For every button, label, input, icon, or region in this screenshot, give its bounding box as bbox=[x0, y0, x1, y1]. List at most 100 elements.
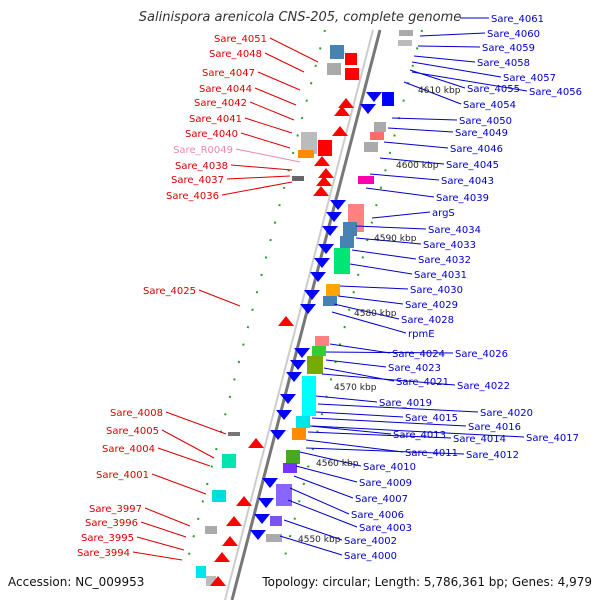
label-connector bbox=[315, 395, 378, 403]
label-connector bbox=[369, 173, 440, 181]
label-connector bbox=[226, 175, 291, 180]
label-connector bbox=[337, 295, 404, 305]
label-connector bbox=[355, 237, 422, 245]
label-connector bbox=[411, 61, 502, 78]
reverse-gene-arrow bbox=[313, 186, 329, 196]
label-connector bbox=[339, 285, 409, 290]
gene-label-forward: Sare_4056 bbox=[529, 87, 582, 98]
gene-label-forward: Sare_4031 bbox=[414, 270, 467, 281]
gene-label-forward: Sare_4026 bbox=[455, 349, 508, 360]
gene-block bbox=[318, 140, 332, 156]
scale-label: 4610 kbp bbox=[418, 86, 461, 96]
gene-block bbox=[307, 356, 323, 374]
label-connector bbox=[355, 225, 427, 230]
label-connector bbox=[257, 71, 301, 91]
gene-block bbox=[296, 416, 310, 428]
forward-gene-arrow bbox=[258, 498, 274, 508]
gene-label-forward: Sare_4057 bbox=[503, 73, 556, 84]
scale-label: 4580 kbp bbox=[354, 309, 397, 319]
label-connector bbox=[165, 411, 227, 435]
forward-gene-arrow bbox=[322, 226, 338, 236]
label-connector bbox=[287, 499, 358, 528]
scale-label: 4590 kbp bbox=[374, 234, 417, 244]
scale-label: 4570 kbp bbox=[334, 383, 377, 393]
label-connector bbox=[325, 351, 454, 354]
forward-gene-arrow bbox=[326, 212, 342, 222]
gene-label-reverse: Sare_4025 bbox=[143, 286, 196, 297]
gene-block bbox=[292, 428, 306, 440]
reverse-gene-arrow bbox=[214, 552, 230, 562]
label-connector bbox=[293, 475, 354, 499]
gene-label-reverse: Sare_4048 bbox=[209, 49, 262, 60]
gene-block bbox=[292, 176, 304, 181]
genome-summary: Topology: circular; Length: 5,786,361 bp… bbox=[262, 575, 592, 589]
gene-label-forward: Sare_4022 bbox=[457, 381, 510, 392]
gene-label-forward: Sare_4055 bbox=[467, 84, 520, 95]
gene-label-forward: Sare_4058 bbox=[477, 58, 530, 69]
gene-label-forward: Sare_4015 bbox=[405, 413, 458, 424]
gene-block bbox=[358, 176, 374, 184]
label-connector bbox=[413, 55, 476, 63]
forward-gene-arrow bbox=[304, 290, 320, 300]
gene-block bbox=[340, 236, 354, 248]
gene-block bbox=[326, 284, 340, 296]
gene-label-forward: Sare_4024 bbox=[392, 349, 445, 360]
gene-label-forward: Sare_4049 bbox=[455, 128, 508, 139]
forward-gene-arrow bbox=[276, 410, 292, 420]
gene-label-reverse: Sare_4005 bbox=[106, 426, 159, 437]
label-connector bbox=[419, 32, 486, 37]
label-connector bbox=[403, 81, 462, 105]
gene-label-forward: Sare_4011 bbox=[405, 448, 458, 459]
gene-label-reverse: Sare_4051 bbox=[214, 34, 267, 45]
gene-block bbox=[398, 40, 412, 46]
label-connector bbox=[161, 429, 215, 459]
label-connector bbox=[309, 425, 392, 435]
label-connector bbox=[221, 181, 293, 196]
gene-block bbox=[327, 63, 341, 75]
label-connector bbox=[311, 417, 467, 427]
gene-block bbox=[334, 248, 350, 274]
gene-label-reverse: Sare_3997 bbox=[89, 504, 142, 515]
forward-gene-arrow bbox=[314, 258, 330, 268]
gene-block bbox=[298, 150, 314, 158]
label-connector bbox=[235, 148, 301, 163]
label-connector bbox=[331, 311, 407, 334]
gene-block bbox=[266, 534, 282, 542]
gene-block bbox=[399, 30, 413, 36]
label-connector bbox=[325, 359, 387, 368]
forward-gene-arrow bbox=[250, 530, 266, 540]
gene-block bbox=[315, 336, 329, 346]
gene-block bbox=[374, 122, 386, 132]
gene-label-reverse: Sare_3994 bbox=[77, 548, 130, 559]
gene-label-forward: Sare_4003 bbox=[359, 523, 412, 534]
gene-block bbox=[302, 376, 316, 416]
gene-label-forward: Sare_4014 bbox=[453, 434, 506, 445]
gene-label-forward: Sare_4045 bbox=[446, 160, 499, 171]
genome-title: Salinispora arenicola CNS-205, complete … bbox=[138, 10, 462, 25]
gene-label-reverse: Sare_4038 bbox=[175, 161, 228, 172]
gene-label-forward: Sare_4010 bbox=[363, 462, 416, 473]
gene-block bbox=[345, 68, 359, 80]
gene-label-reverse: Sare_4047 bbox=[202, 68, 255, 79]
forward-gene-arrow bbox=[280, 394, 296, 404]
forward-gene-arrow bbox=[290, 360, 306, 370]
label-connector bbox=[311, 425, 525, 438]
reverse-gene-arrow bbox=[318, 168, 334, 178]
gene-block bbox=[345, 53, 357, 65]
label-connector bbox=[244, 117, 293, 134]
forward-gene-arrow bbox=[262, 478, 278, 488]
reverse-gene-arrow bbox=[248, 438, 264, 448]
forward-gene-arrow bbox=[270, 430, 286, 440]
gene-block bbox=[222, 454, 236, 468]
gene-block bbox=[283, 463, 297, 473]
label-connector bbox=[315, 411, 404, 418]
label-connector bbox=[387, 127, 454, 133]
gene-label-forward: Sare_4050 bbox=[459, 116, 512, 127]
gene-label-forward: Sare_4016 bbox=[468, 422, 521, 433]
gene-block bbox=[286, 450, 300, 464]
gene-label-reverse: Sare_3995 bbox=[81, 533, 134, 544]
reverse-gene-arrow bbox=[314, 156, 330, 166]
gene-label-forward: Sare_4009 bbox=[359, 478, 412, 489]
label-connector bbox=[230, 164, 293, 171]
